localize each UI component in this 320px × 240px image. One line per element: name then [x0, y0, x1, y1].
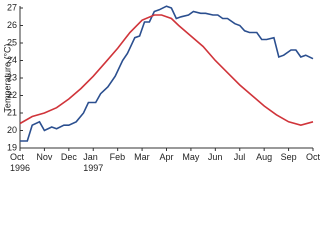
x-tick-label: Aug	[256, 152, 273, 162]
y-tick-label: 24	[7, 55, 17, 65]
y-tick-label: 27	[7, 2, 17, 12]
x-tick-label: Apr	[159, 152, 174, 162]
y-tick-label: 19	[7, 142, 17, 152]
x-tick-label: Feb	[109, 152, 126, 162]
x-tick-label: Nov	[36, 152, 53, 162]
x-tick-label: Jan 1997	[83, 152, 104, 173]
x-tick-label: Oct	[306, 152, 320, 162]
x-tick-label: Jul	[233, 152, 246, 162]
line-series	[20, 5, 314, 142]
y-tick-label: 20	[7, 125, 17, 135]
y-axis-label: Temperature (°C)	[2, 43, 12, 112]
y-tick-label: 21	[7, 107, 17, 117]
y-tick-label: 22	[7, 90, 17, 100]
plot: Temperature (°C) 19 20 21 22 23 24 25 26 27	[2, 2, 314, 152]
y-tick-label: 23	[7, 72, 17, 82]
x-tick-label: Mar	[134, 152, 150, 162]
y-tick-label: 25	[7, 37, 17, 47]
x-tick-label: Jun	[207, 152, 223, 162]
x-tick-label: Oct 1996	[10, 152, 31, 173]
x-tick-label: Sep	[280, 152, 297, 162]
x-tick-label: May	[182, 152, 200, 162]
x-tick-label: Dec	[60, 152, 77, 162]
y-tick-label: 26	[7, 20, 17, 30]
line-series	[19, 14, 314, 127]
chart: Temperature (°C) 19 20 21 22 23 24 25 26 27 Oct …	[2, 2, 320, 173]
